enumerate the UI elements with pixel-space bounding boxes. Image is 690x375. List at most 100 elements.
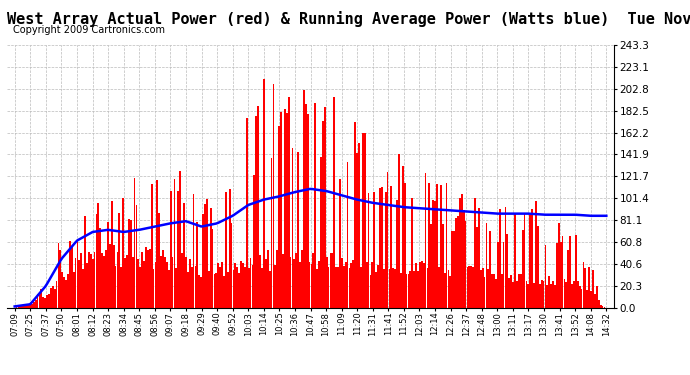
Bar [288, 97, 290, 308]
Bar [356, 153, 358, 308]
Bar [394, 269, 396, 308]
Bar [310, 264, 313, 308]
Bar [71, 247, 72, 308]
Bar [413, 270, 415, 308]
Bar [600, 305, 602, 308]
Bar [524, 213, 525, 308]
Bar [250, 258, 251, 308]
Bar [54, 289, 55, 308]
Bar [333, 97, 335, 308]
Bar [509, 278, 510, 308]
Bar [75, 258, 77, 308]
Bar [501, 274, 502, 308]
Bar [328, 267, 330, 308]
Bar [364, 133, 366, 308]
Bar [573, 281, 575, 308]
Bar [212, 229, 213, 308]
Bar [181, 254, 183, 308]
Bar [117, 252, 118, 308]
Bar [301, 251, 303, 308]
Bar [115, 266, 117, 308]
Bar [602, 306, 604, 308]
Bar [408, 274, 409, 308]
Bar [172, 257, 173, 307]
Bar [244, 267, 246, 308]
Bar [29, 304, 31, 307]
Bar [259, 255, 261, 308]
Bar [257, 106, 259, 307]
Bar [482, 267, 484, 308]
Bar [233, 270, 235, 308]
Bar [112, 245, 115, 308]
Bar [373, 192, 375, 308]
Bar [286, 113, 288, 308]
Bar [189, 259, 190, 308]
Bar [42, 297, 44, 307]
Bar [466, 267, 469, 308]
Bar [303, 90, 305, 308]
Bar [109, 244, 110, 308]
Bar [464, 221, 466, 308]
Bar [164, 257, 166, 307]
Bar [506, 234, 509, 308]
Bar [371, 262, 373, 308]
Bar [358, 143, 360, 308]
Bar [518, 274, 520, 308]
Bar [21, 305, 23, 308]
Bar [362, 133, 364, 308]
Bar [474, 198, 476, 308]
Bar [82, 269, 84, 308]
Bar [65, 280, 67, 308]
Bar [200, 277, 202, 308]
Bar [61, 272, 63, 308]
Bar [104, 256, 105, 308]
Bar [299, 261, 301, 308]
Bar [276, 250, 278, 307]
Bar [546, 285, 549, 308]
Bar [215, 273, 217, 308]
Bar [451, 231, 453, 308]
Bar [526, 281, 527, 308]
Bar [527, 285, 529, 308]
Bar [586, 290, 588, 308]
Bar [493, 274, 495, 308]
Bar [499, 209, 501, 308]
Bar [379, 188, 381, 308]
Bar [204, 204, 206, 308]
Bar [556, 243, 558, 308]
Bar [339, 178, 341, 308]
Bar [155, 262, 157, 308]
Bar [512, 282, 514, 308]
Bar [478, 208, 480, 308]
Bar [431, 224, 432, 308]
Bar [434, 201, 436, 308]
Bar [440, 185, 442, 308]
Bar [88, 252, 90, 308]
Bar [391, 186, 392, 308]
Bar [237, 267, 238, 308]
Bar [368, 193, 369, 308]
Bar [261, 268, 263, 308]
Bar [190, 267, 193, 308]
Bar [604, 307, 605, 308]
Text: West Array Actual Power (red) & Running Average Power (Watts blue)  Tue Nov 24 1: West Array Actual Power (red) & Running … [7, 11, 690, 27]
Bar [270, 158, 273, 308]
Bar [297, 152, 299, 308]
Bar [41, 290, 42, 308]
Bar [330, 253, 331, 308]
Bar [503, 242, 504, 308]
Bar [126, 255, 128, 308]
Bar [516, 280, 518, 308]
Bar [119, 213, 120, 308]
Bar [137, 259, 139, 308]
Bar [145, 247, 147, 308]
Bar [360, 267, 362, 308]
Bar [448, 270, 449, 308]
Bar [552, 281, 554, 308]
Bar [111, 201, 112, 308]
Bar [406, 274, 408, 308]
Bar [514, 214, 516, 308]
Bar [101, 253, 103, 308]
Bar [37, 294, 39, 307]
Bar [522, 230, 524, 308]
